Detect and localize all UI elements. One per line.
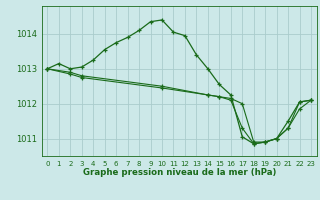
X-axis label: Graphe pression niveau de la mer (hPa): Graphe pression niveau de la mer (hPa) (83, 168, 276, 177)
